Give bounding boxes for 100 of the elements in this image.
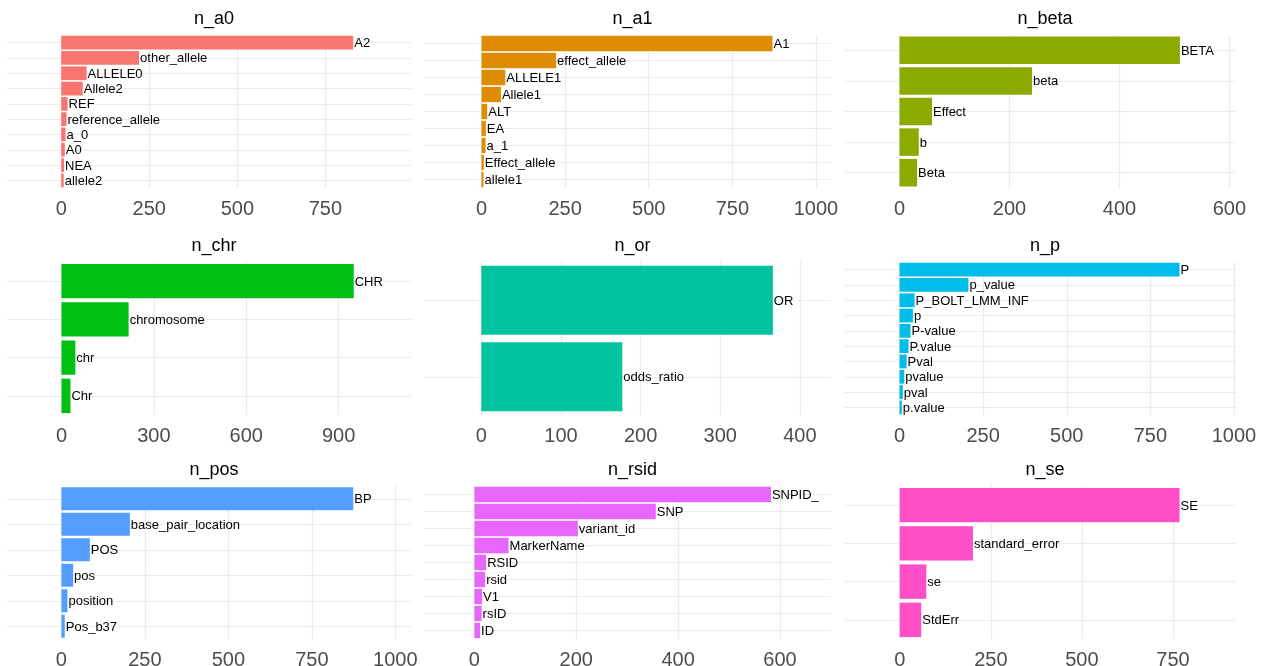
chart-title: n_or [614, 235, 651, 256]
category-label: p_value [969, 277, 1015, 293]
x-tick-label: 900 [321, 424, 356, 446]
category-label: Allele1 [501, 87, 541, 102]
bar [899, 487, 1180, 523]
bar [899, 564, 927, 599]
bar [481, 35, 773, 52]
category-label: RSID [487, 555, 519, 570]
bar [474, 554, 487, 571]
bar [899, 602, 922, 638]
bar [61, 487, 354, 511]
bar [481, 52, 557, 69]
bar [474, 520, 578, 537]
category-label: chr [76, 350, 95, 366]
category-label: ID [481, 623, 495, 638]
category-label: p.value [902, 399, 945, 415]
chart-title: n_a1 [612, 8, 653, 29]
x-tick-label: 500 [211, 648, 246, 666]
bar [899, 97, 932, 126]
category-label: REF [68, 96, 95, 112]
x-tick-label: 400 [1102, 197, 1137, 219]
category-label: Effect_allele [484, 155, 556, 170]
x-tick-label: 0 [468, 648, 480, 666]
bar [61, 538, 90, 562]
category-label: SNPID_ [771, 487, 819, 502]
bar [899, 354, 907, 369]
category-label: Allele2 [83, 81, 123, 97]
bar [61, 563, 74, 587]
chart-title: n_rsid [607, 459, 658, 480]
bar [474, 605, 482, 622]
category-label: rsID [482, 606, 507, 621]
bar [899, 67, 1033, 95]
x-tick-label: 1000 [793, 197, 839, 219]
bar [61, 589, 68, 613]
x-tick-label: 500 [220, 197, 255, 219]
x-tick-label: 0 [893, 197, 906, 219]
category-label: base_pair_location [130, 516, 241, 532]
bar [474, 503, 656, 520]
x-tick-label: 0 [893, 424, 906, 446]
x-tick-label: 750 [1133, 424, 1168, 446]
category-label: ALLELE0 [87, 65, 143, 81]
chart-title: n_beta [1017, 8, 1074, 29]
x-tick-label: 500 [1050, 424, 1084, 446]
x-tick-label: 250 [548, 197, 582, 219]
x-tick-label: 1000 [373, 648, 418, 666]
category-label: P [1180, 262, 1190, 278]
x-tick-label: 400 [783, 424, 817, 446]
x-tick-label: 0 [475, 197, 488, 219]
category-label: A2 [354, 35, 371, 51]
bar [61, 127, 66, 142]
bar [61, 512, 130, 536]
x-tick-label: 0 [55, 197, 67, 219]
bar [481, 171, 484, 188]
bar [481, 137, 486, 154]
x-tick-label: 250 [132, 197, 166, 219]
bar [474, 486, 771, 503]
category-label: P.value [909, 338, 952, 354]
x-tick-label: 250 [974, 648, 1008, 666]
category-label: BP [354, 491, 372, 507]
x-tick-label: 750 [295, 648, 329, 666]
category-label: Beta [918, 165, 945, 181]
category-label: POS [90, 542, 119, 558]
category-label: EA [486, 121, 505, 136]
category-label: MarkerName [509, 538, 585, 553]
category-label: NEA [65, 157, 92, 173]
x-tick-label: 250 [128, 648, 162, 666]
category-label: Effect [932, 104, 966, 119]
y-tick-label: StdErr [922, 612, 960, 628]
category-label: CHR [354, 273, 383, 289]
x-tick-label: 300 [137, 424, 171, 446]
x-tick-label: 100 [544, 424, 578, 446]
bar [481, 86, 501, 103]
bar [474, 588, 483, 605]
x-tick-label: 400 [661, 648, 695, 666]
category-label: BETA [1180, 42, 1214, 58]
x-tick-label: 200 [559, 648, 593, 666]
bar [899, 128, 919, 156]
category-label: effect_allele [557, 53, 627, 68]
bar [61, 81, 83, 96]
bar [61, 614, 65, 638]
x-tick-label: 250 [966, 424, 1000, 446]
category-label: allele2 [64, 172, 103, 188]
x-tick-label: 0 [55, 424, 68, 446]
bar [61, 263, 354, 299]
x-tick-label: 0 [55, 648, 67, 666]
x-tick-label: 1000 [1211, 424, 1257, 446]
bar [474, 571, 486, 588]
category-label: allele1 [484, 172, 523, 187]
category-label: SNP [656, 504, 684, 519]
category-label: A0 [65, 142, 82, 158]
bar [474, 537, 509, 554]
category-label: Pval [907, 353, 933, 369]
category-label: P_BOLT_LMM_INF [915, 292, 1029, 308]
bar [899, 158, 918, 187]
x-tick-label: 600 [1212, 197, 1247, 219]
category-label: chromosome [129, 311, 205, 327]
category-label: p [913, 308, 922, 324]
y-tick-label: se [927, 574, 942, 590]
x-tick-label: 500 [632, 197, 666, 219]
bar [899, 36, 1180, 65]
